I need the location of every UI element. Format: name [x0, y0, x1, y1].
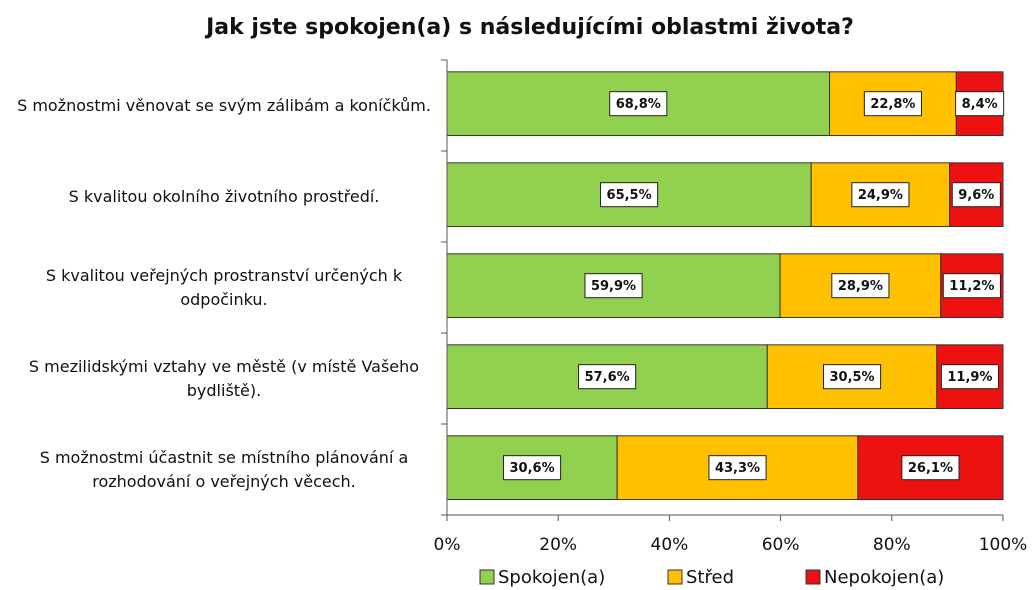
category-label: S možnostmi věnovat se svým zálibám a ko… [17, 95, 431, 115]
data-label: 28,9% [838, 279, 883, 294]
x-tick-label: 60% [762, 535, 800, 555]
data-label: 11,2% [949, 279, 994, 294]
data-label: 57,6% [585, 370, 630, 385]
data-label: 8,4% [962, 97, 998, 112]
data-label-box [708, 455, 767, 481]
data-label-box [831, 273, 890, 299]
x-tick-label: 100% [979, 535, 1028, 555]
data-label: 30,5% [829, 370, 874, 385]
data-label: 24,9% [858, 188, 903, 203]
data-label-box [609, 91, 668, 117]
x-tick-label: 0% [434, 535, 461, 555]
x-tick-label: 80% [873, 535, 911, 555]
data-label-box [901, 455, 960, 481]
legend-swatch [479, 569, 495, 585]
data-label-box [851, 182, 910, 208]
data-label: 43,3% [715, 461, 760, 476]
legend-label: Střed [686, 567, 734, 588]
data-label-box [503, 455, 562, 481]
x-tick-label: 20% [539, 535, 577, 555]
data-label-box [600, 182, 659, 208]
category-label: S kvalitou veřejných prostranství určený… [45, 265, 403, 309]
category-label: S mezilidskými vztahy ve městě (v místě … [28, 356, 420, 400]
data-label-box [940, 364, 999, 390]
category-label: S kvalitou okolního životního prostředí. [68, 186, 380, 206]
data-label-box [863, 91, 922, 117]
x-tick-label: 40% [651, 535, 689, 555]
data-label: 68,8% [616, 97, 661, 112]
chart-title: Jak jste spokojen(a) s následujícími obl… [204, 15, 854, 40]
data-label-box [955, 91, 1005, 117]
data-label: 26,1% [908, 461, 953, 476]
data-label-box [942, 273, 1001, 299]
legend-swatch [667, 569, 683, 585]
data-label: 30,6% [510, 461, 555, 476]
data-label: 59,9% [591, 279, 636, 294]
data-label-box [584, 273, 643, 299]
data-label-box [578, 364, 637, 390]
legend-swatch [805, 569, 821, 585]
bar-segment [766, 344, 938, 410]
data-label-box [951, 182, 1001, 208]
legend-label: Nepokojen(a) [824, 567, 944, 588]
category-label: S možnostmi účastnit se místního plánová… [39, 447, 409, 491]
legend-label: Spokojen(a) [498, 567, 605, 588]
data-label: 65,5% [607, 188, 652, 203]
data-label: 11,9% [947, 370, 992, 385]
data-label: 9,6% [958, 188, 994, 203]
data-label-box [822, 364, 882, 390]
data-label: 22,8% [870, 97, 915, 112]
